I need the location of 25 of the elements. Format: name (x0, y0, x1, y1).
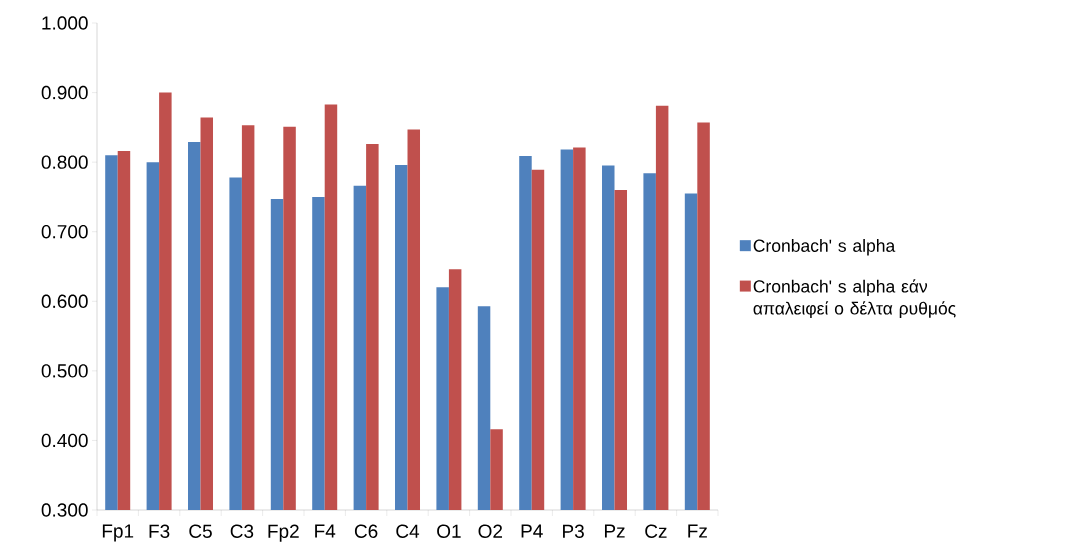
y-tick-label: 0.500 (41, 364, 88, 378)
x-tick-label: C4 (396, 524, 420, 538)
x-tick-label: Cz (645, 524, 667, 538)
x-tick-label: P3 (563, 524, 584, 538)
x-tick-label: Fp2 (268, 524, 299, 542)
y-tick-label: 0.600 (41, 294, 88, 309)
x-tick-label: O1 (437, 524, 461, 538)
x-tick-label: P4 (521, 524, 543, 538)
x-tick-label: Fz (688, 524, 707, 538)
x-tick-label: C3 (230, 524, 254, 538)
x-tick-label: Pz (604, 524, 625, 538)
x-tick-label: Fp1 (102, 524, 134, 542)
legend-label: Cronbach' s alpha εάν απαλειφεί ο δέλτα ρυθμός (753, 279, 956, 319)
y-tick-label: 1.000 (42, 16, 88, 30)
y-tick-label: 0.400 (41, 433, 88, 448)
y-tick-label: 0.700 (41, 224, 88, 239)
y-tick-label: 0.900 (41, 85, 88, 100)
y-tick-label: 0.300 (41, 503, 88, 517)
x-tick-label: F4 (315, 524, 336, 538)
x-tick-label: C6 (354, 524, 378, 538)
y-tick-label: 0.800 (41, 155, 88, 169)
legend-label: Cronbach' s alpha (753, 239, 896, 256)
x-tick-label: F3 (149, 524, 170, 538)
x-tick-label: C5 (189, 524, 212, 538)
x-tick-label: O2 (478, 524, 503, 538)
